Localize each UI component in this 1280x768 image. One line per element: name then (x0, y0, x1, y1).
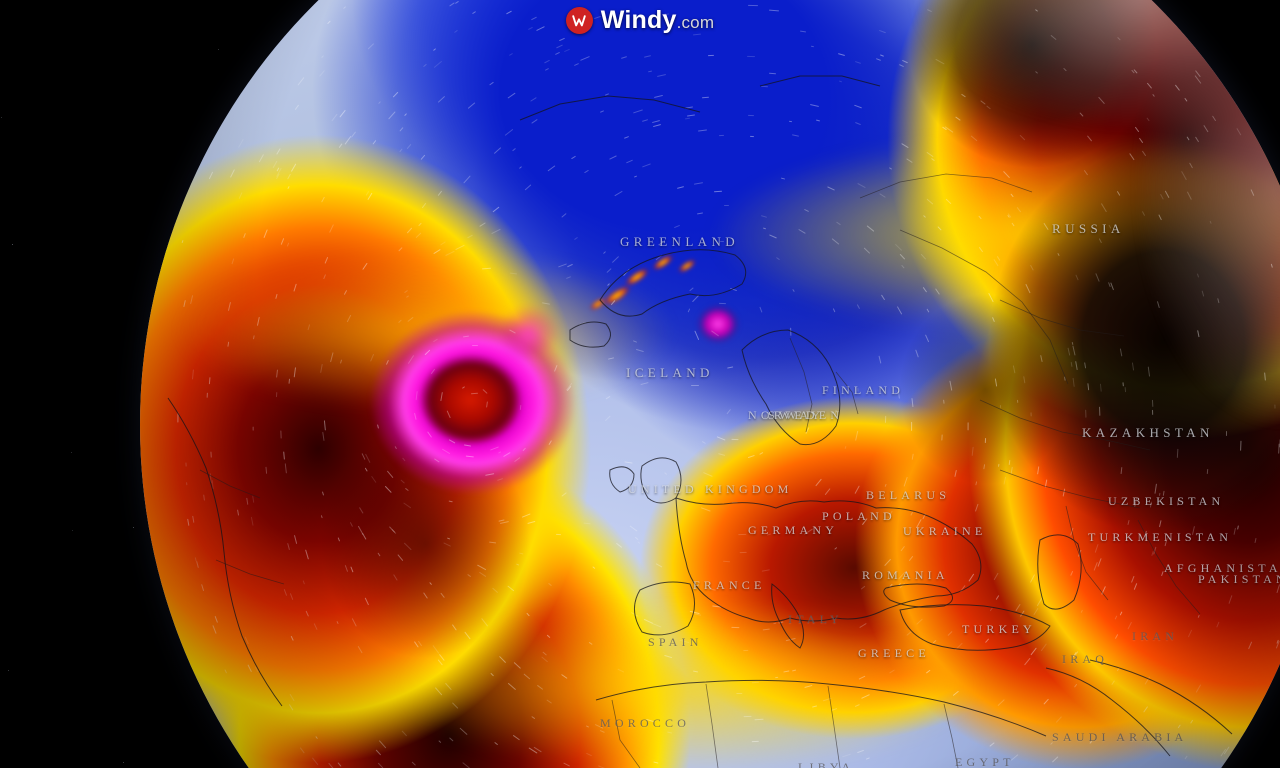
wind-particle (746, 55, 755, 58)
wind-particle (742, 649, 749, 652)
wind-particle (471, 344, 478, 347)
wind-particle (749, 135, 755, 138)
wind-particle (186, 481, 188, 486)
wind-particle (730, 626, 740, 629)
wind-particle (857, 387, 859, 392)
wind-particle (718, 134, 724, 137)
wind-particle (731, 501, 738, 504)
wind-particle (185, 462, 187, 467)
secondary-low (694, 302, 742, 346)
wind-particle (177, 412, 179, 423)
wind-particle (999, 404, 1002, 409)
wind-particle (1225, 430, 1228, 437)
wind-particle (911, 421, 913, 432)
wind-particle (737, 533, 747, 536)
wind-particle (735, 692, 743, 695)
wind-particle (555, 533, 562, 536)
wind-particle (967, 422, 969, 431)
wind-particle (1030, 412, 1032, 417)
wind-particle (790, 327, 792, 336)
wind-particle (1085, 409, 1087, 418)
wind-particle (1274, 404, 1276, 409)
wind-particle (719, 240, 724, 243)
wind-particle (718, 302, 726, 305)
wind-particle (731, 438, 739, 441)
wind-particle (723, 204, 730, 207)
wind-particle (1152, 409, 1154, 416)
terrain-greyscale-layer (140, 0, 1280, 768)
wind-particle (1017, 399, 1019, 404)
wind-particle (252, 426, 254, 431)
wind-particle (690, 384, 700, 387)
main-cyclone-core (420, 352, 525, 444)
earth-globe[interactable] (140, 0, 1280, 768)
wind-particle (747, 114, 754, 117)
